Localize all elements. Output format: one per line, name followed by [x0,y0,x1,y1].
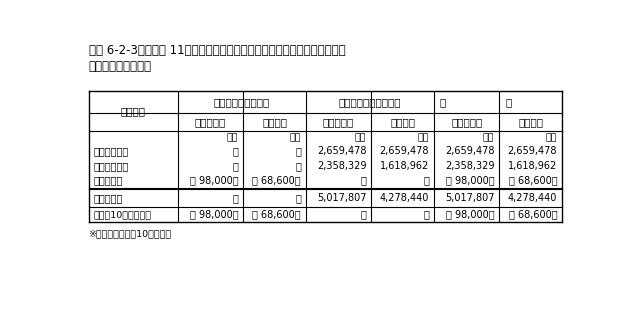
Text: －: － [232,161,238,171]
Text: （ 98,000）: （ 98,000） [446,210,495,219]
Text: 千円: 千円 [290,133,301,142]
Text: 2,659,478: 2,659,478 [380,146,429,156]
Text: 千円: 千円 [418,133,429,142]
Text: －: － [360,176,366,186]
Text: －: － [423,176,429,186]
Text: 国　　費: 国 費 [518,117,543,127]
Text: 文　化　財: 文 化 財 [93,176,123,186]
Text: （ 98,000）: （ 98,000） [190,210,238,219]
Text: 千円: 千円 [483,133,495,142]
Text: （ 68,600）: （ 68,600） [253,210,301,219]
Text: 合: 合 [440,97,446,107]
Text: （ 68,600）: （ 68,600） [253,176,301,186]
Text: 4,278,440: 4,278,440 [380,193,429,203]
Text: （平成10年度国費）: （平成10年度国費） [93,210,151,219]
Text: －: － [423,210,429,219]
Text: 項　　目: 項 目 [121,106,146,116]
Text: －: － [232,146,238,156]
Text: 費・国費: 費・国費 [88,60,151,73]
Text: （表 6-2-3）　平成 11年度予算において実施した文教施設等災害復旧事業: （表 6-2-3） 平成 11年度予算において実施した文教施設等災害復旧事業 [88,44,345,57]
Text: 5,017,807: 5,017,807 [445,193,495,203]
Text: 2,358,329: 2,358,329 [317,161,366,171]
Text: －: － [232,193,238,203]
Text: 平　成　７　年　度: 平 成 ７ 年 度 [214,97,270,107]
Text: 国　　費: 国 費 [390,117,415,127]
Text: （ 68,600）: （ 68,600） [508,210,558,219]
Text: －: － [360,210,366,219]
Text: 事　業　費: 事 業 費 [195,117,226,127]
Text: 1,618,962: 1,618,962 [508,161,558,171]
Text: －: － [295,146,301,156]
Text: 2,358,329: 2,358,329 [445,161,495,171]
Text: 計: 計 [505,97,512,107]
Text: 事　業　費: 事 業 費 [451,117,483,127]
Text: 千円: 千円 [227,133,238,142]
Text: 国立学校施設: 国立学校施設 [93,146,129,156]
Text: 千円: 千円 [355,133,366,142]
Text: 5,017,807: 5,017,807 [317,193,366,203]
Text: ※（　）の金額は10年度国費: ※（ ）の金額は10年度国費 [88,229,171,238]
Text: 2,659,478: 2,659,478 [508,146,558,156]
Text: （ 98,000）: （ 98,000） [446,176,495,186]
Text: －: － [295,161,301,171]
Text: 平　成　１１　年　度: 平 成 １１ 年 度 [339,97,401,107]
Text: （ 68,600）: （ 68,600） [508,176,558,186]
Text: 4,278,440: 4,278,440 [508,193,558,203]
Text: 2,659,478: 2,659,478 [317,146,366,156]
Text: 千円: 千円 [546,133,558,142]
Text: －: － [295,193,301,203]
Text: 1,618,962: 1,618,962 [380,161,429,171]
Text: （ 98,000）: （ 98,000） [190,176,238,186]
Text: 合　　　計: 合 計 [93,193,123,203]
Text: 公立学校施設: 公立学校施設 [93,161,129,171]
Text: 事　業　費: 事 業 費 [323,117,354,127]
Text: 国　　費: 国 費 [262,117,287,127]
Text: 2,659,478: 2,659,478 [445,146,495,156]
